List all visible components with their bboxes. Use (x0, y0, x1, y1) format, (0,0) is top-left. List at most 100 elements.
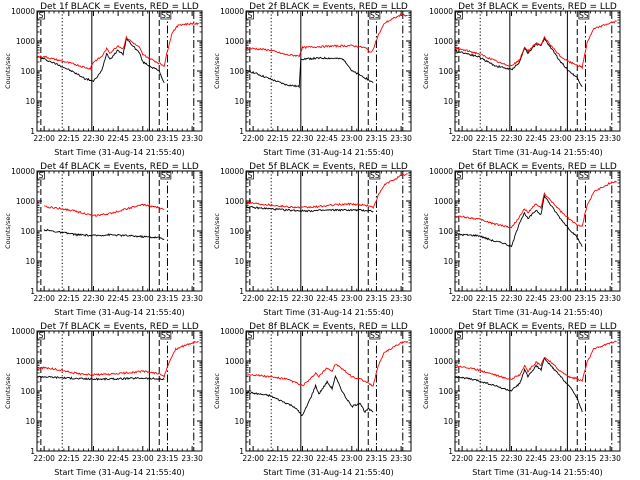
x-tick-label: 23:30 (390, 134, 412, 143)
x-axis-label: Start Time (31-Aug-14 21:55:40) (263, 148, 394, 157)
chart-title: Det 2f BLACK = Events, RED = LLD (249, 2, 408, 12)
y-axis-label: Counts/sec (4, 53, 12, 89)
chart-panel-9: Det 9f BLACK = Events, RED = LLD Counts/s… (422, 322, 621, 477)
y-tick-label: 10000 (429, 167, 453, 176)
marker-label: SS (370, 11, 380, 20)
marker-label: SS (161, 331, 171, 340)
y-tick-label: 10 (443, 257, 453, 266)
x-tick-label: 22:15 (267, 454, 289, 463)
x-tick-label: 22:00 (451, 134, 473, 143)
x-axis-label: Start Time (31-Aug-14 21:55:40) (54, 308, 185, 317)
x-tick-label: 22:30 (83, 294, 105, 303)
x-tick-label: 22:45 (107, 454, 129, 463)
chart-panel-4: Det 4f BLACK = Events, RED = LLD Counts/s… (4, 162, 203, 317)
x-tick-label: 22:00 (33, 134, 55, 143)
x-tick-label: 23:15 (366, 454, 388, 463)
y-tick-label: 1000 (16, 197, 35, 206)
x-tick-label: 22:45 (107, 134, 129, 143)
chart-title: Det 4f BLACK = Events, RED = LLD (40, 162, 199, 172)
y-axis-label: Counts/sec (422, 373, 430, 409)
marker-label: SS (370, 171, 380, 180)
marker-box (369, 11, 381, 20)
y-tick-label: 10 (443, 97, 453, 106)
series-line-lld (455, 20, 617, 70)
x-tick-label: 23:30 (599, 454, 621, 463)
chart-title: Det 3f BLACK = Events, RED = LLD (458, 2, 617, 12)
y-tick-label: 1000 (434, 37, 453, 46)
x-tick-label: 23:30 (599, 134, 621, 143)
y-tick-label: 100 (21, 227, 36, 236)
chart-panel-6: Det 6f BLACK = Events, RED = LLD Counts/s… (422, 162, 621, 317)
y-tick-label: 1000 (16, 357, 35, 366)
marker-label: SS (161, 171, 171, 180)
series-line-lld (37, 22, 200, 71)
x-axis-label: Start Time (31-Aug-14 21:55:40) (263, 468, 394, 477)
y-tick-label: 10 (25, 417, 35, 426)
x-tick-label: 23:30 (599, 294, 621, 303)
series-line-lld (246, 340, 409, 387)
x-tick-label: 22:45 (525, 454, 547, 463)
x-tick-label: 22:00 (242, 454, 264, 463)
x-tick-label: 23:15 (157, 454, 179, 463)
y-tick-label: 10 (25, 257, 35, 266)
x-tick-label: 22:15 (476, 454, 498, 463)
x-tick-label: 22:30 (292, 294, 314, 303)
x-tick-label: 22:15 (58, 454, 80, 463)
y-tick-label: 1 (30, 447, 35, 456)
series-line-events (37, 37, 165, 84)
series-line-lld (246, 173, 408, 210)
y-tick-label: 1 (448, 287, 453, 296)
x-tick-label: 22:00 (242, 294, 264, 303)
plot-frame (245, 330, 412, 452)
series-line-lld (455, 180, 618, 229)
marker-box (246, 11, 254, 20)
series-line-lld (44, 203, 165, 217)
x-tick-label: 22:00 (33, 454, 55, 463)
x-tick-label: 22:30 (83, 454, 105, 463)
x-tick-label: 22:30 (501, 294, 523, 303)
marker-label: S (39, 11, 44, 20)
x-axis-label: Start Time (31-Aug-14 21:55:40) (472, 148, 603, 157)
y-tick-label: 100 (230, 227, 245, 236)
series-line-events (246, 374, 374, 417)
x-tick-label: 23:00 (550, 134, 572, 143)
x-tick-label: 22:45 (316, 294, 338, 303)
x-tick-label: 23:30 (390, 454, 412, 463)
marker-label: S (457, 331, 462, 340)
plot-frame (454, 170, 621, 292)
chart-panel-5: Det 5f BLACK = Events, RED = LLD Counts/s… (213, 162, 412, 317)
y-tick-label: 1000 (434, 357, 453, 366)
x-tick-label: 22:30 (501, 454, 523, 463)
x-tick-label: 23:30 (181, 454, 203, 463)
y-tick-label: 1000 (225, 357, 244, 366)
marker-box (455, 331, 463, 340)
chart-title: Det 1f BLACK = Events, RED = LLD (40, 2, 199, 12)
marker-box (246, 171, 254, 180)
y-axis-label: Counts/sec (422, 213, 430, 249)
y-tick-label: 10000 (429, 327, 453, 336)
x-tick-label: 23:15 (157, 134, 179, 143)
y-tick-label: 10000 (11, 327, 35, 336)
plot-frame (36, 10, 203, 132)
x-tick-label: 23:30 (390, 294, 412, 303)
x-tick-label: 22:15 (476, 294, 498, 303)
x-tick-label: 23:00 (341, 134, 363, 143)
marker-box (160, 171, 172, 180)
x-tick-label: 22:45 (107, 294, 129, 303)
marker-label: S (248, 11, 253, 20)
x-tick-label: 23:00 (550, 454, 572, 463)
x-tick-label: 22:30 (83, 134, 105, 143)
marker-label: S (39, 331, 44, 340)
y-tick-label: 1 (448, 447, 453, 456)
marker-box (160, 331, 172, 340)
x-tick-label: 23:00 (132, 454, 154, 463)
x-tick-label: 22:15 (58, 134, 80, 143)
series-line-lld (246, 13, 408, 58)
x-tick-label: 23:30 (181, 134, 203, 143)
chart-title: Det 5f BLACK = Events, RED = LLD (249, 162, 408, 172)
y-axis-label: Counts/sec (4, 213, 12, 249)
marker-box (37, 171, 45, 180)
y-tick-label: 10 (25, 97, 35, 106)
marker-box (246, 331, 254, 340)
x-axis-label: Start Time (31-Aug-14 21:55:40) (54, 468, 185, 477)
